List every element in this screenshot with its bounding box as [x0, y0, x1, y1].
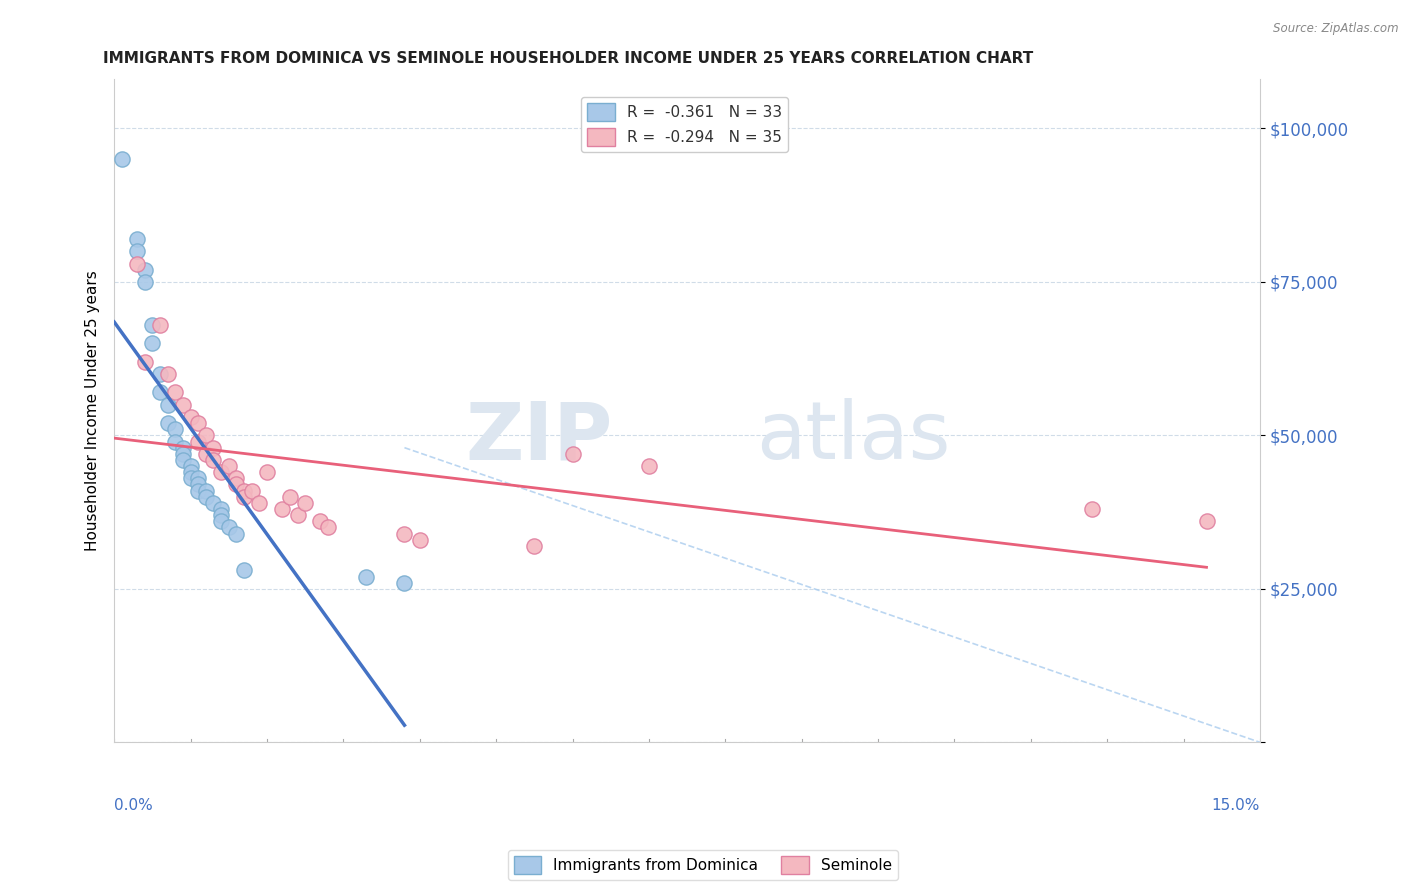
Text: IMMIGRANTS FROM DOMINICA VS SEMINOLE HOUSEHOLDER INCOME UNDER 25 YEARS CORRELATI: IMMIGRANTS FROM DOMINICA VS SEMINOLE HOU…: [103, 51, 1033, 66]
Point: [165, 434, 187, 449]
Point: [240, 483, 263, 498]
Point: [309, 514, 332, 528]
Point: [172, 398, 194, 412]
Point: [194, 447, 217, 461]
Point: [225, 471, 247, 485]
Text: Source: ZipAtlas.com: Source: ZipAtlas.com: [1274, 22, 1399, 36]
Point: [165, 385, 187, 400]
Point: [209, 508, 232, 523]
Text: 0.0%: 0.0%: [114, 797, 153, 813]
Point: [202, 441, 225, 455]
Point: [316, 520, 339, 534]
Point: [127, 256, 149, 270]
Point: [256, 465, 278, 479]
Point: [294, 496, 316, 510]
Point: [141, 336, 163, 351]
Point: [287, 508, 309, 523]
Point: [561, 447, 583, 461]
Point: [172, 441, 194, 455]
Point: [149, 318, 172, 332]
Point: [194, 490, 217, 504]
Point: [218, 459, 240, 474]
Point: [194, 483, 217, 498]
Point: [194, 428, 217, 442]
Point: [134, 355, 156, 369]
Text: atlas: atlas: [756, 399, 950, 476]
Point: [233, 564, 256, 578]
Point: [409, 533, 432, 547]
Point: [225, 526, 247, 541]
Point: [156, 416, 179, 430]
Point: [278, 490, 301, 504]
Point: [233, 490, 256, 504]
Legend: R =  -0.361   N = 33, R =  -0.294   N = 35: R = -0.361 N = 33, R = -0.294 N = 35: [581, 97, 789, 152]
Point: [156, 367, 179, 381]
Point: [209, 502, 232, 516]
Point: [149, 367, 172, 381]
Point: [218, 520, 240, 534]
Point: [127, 232, 149, 246]
Point: [225, 477, 247, 491]
Point: [247, 496, 270, 510]
Point: [180, 409, 202, 424]
Point: [111, 152, 134, 166]
Point: [134, 275, 156, 289]
Point: [180, 459, 202, 474]
Point: [1081, 502, 1104, 516]
Point: [149, 385, 172, 400]
Y-axis label: Householder Income Under 25 years: Householder Income Under 25 years: [86, 270, 100, 551]
Point: [394, 526, 416, 541]
Point: [202, 453, 225, 467]
Point: [127, 244, 149, 259]
Point: [209, 514, 232, 528]
Point: [180, 471, 202, 485]
Point: [354, 569, 377, 583]
Point: [394, 575, 416, 590]
Point: [156, 398, 179, 412]
Point: [638, 459, 661, 474]
Point: [233, 483, 256, 498]
Point: [141, 318, 163, 332]
Point: [1195, 514, 1218, 528]
Point: [172, 453, 194, 467]
Point: [187, 483, 209, 498]
Point: [271, 502, 294, 516]
Text: 15.0%: 15.0%: [1212, 797, 1260, 813]
Legend: Immigrants from Dominica, Seminole: Immigrants from Dominica, Seminole: [508, 850, 898, 880]
Point: [187, 477, 209, 491]
Point: [187, 416, 209, 430]
Point: [202, 496, 225, 510]
Text: ZIP: ZIP: [465, 399, 613, 476]
Point: [209, 465, 232, 479]
Point: [172, 447, 194, 461]
Point: [523, 539, 546, 553]
Point: [180, 465, 202, 479]
Point: [187, 434, 209, 449]
Point: [134, 262, 156, 277]
Point: [187, 471, 209, 485]
Point: [165, 422, 187, 436]
